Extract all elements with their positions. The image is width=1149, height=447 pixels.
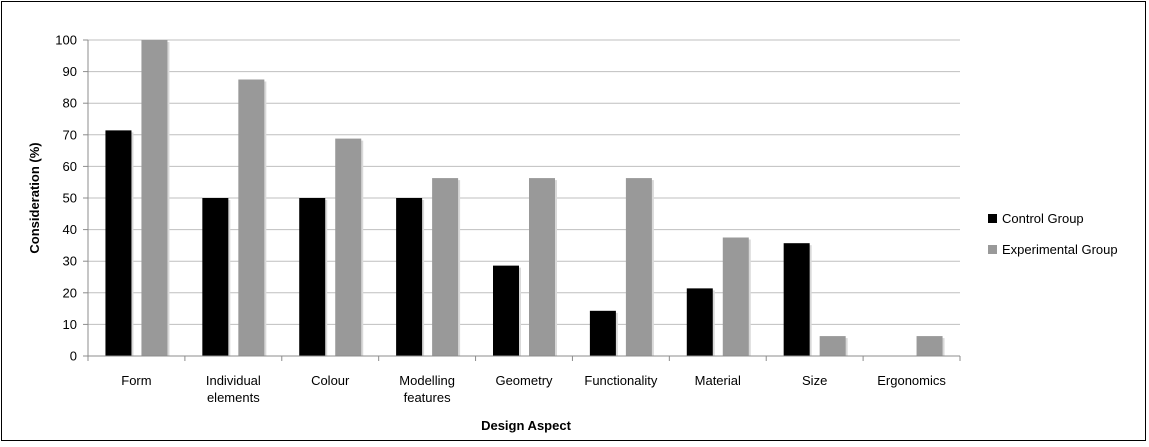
control-group-bar xyxy=(686,288,713,356)
control-group-bar xyxy=(589,310,616,356)
control-group-bar xyxy=(299,198,326,356)
x-tick-label-line: Functionality xyxy=(584,373,657,388)
legend-label: Experimental Group xyxy=(1002,242,1118,257)
x-tick-label-line: Material xyxy=(695,373,741,388)
x-axis-ticks: Form Individual elements Colour Modelling fea… xyxy=(87,356,961,405)
control-group-bar xyxy=(105,130,132,356)
experimental-group-bar xyxy=(335,138,362,356)
control-group-bar xyxy=(396,198,423,356)
legend: Control Group Experimental Group xyxy=(988,211,1118,257)
experimental-group-bar xyxy=(238,79,265,356)
experimental-group-bar xyxy=(722,237,749,356)
y-tick-label: 10 xyxy=(63,317,77,332)
control-group-bar xyxy=(493,265,519,356)
y-tick-label: 0 xyxy=(70,349,77,364)
legend-swatch xyxy=(988,214,997,223)
y-tick-label: 20 xyxy=(63,285,77,300)
experimental-group-bar xyxy=(141,40,168,356)
y-tick-label: 100 xyxy=(55,33,77,48)
y-tick-label: 90 xyxy=(63,64,77,79)
y-tick-label: 80 xyxy=(63,96,77,111)
y-axis-ticks: 0 10 20 30 40 50 60 70 80 90 100 xyxy=(55,33,88,364)
legend-swatch xyxy=(988,245,997,254)
experimental-group-bar xyxy=(625,178,652,356)
x-tick-label: Ergonomics xyxy=(877,373,946,388)
gridlines xyxy=(88,39,960,325)
y-tick-label: 40 xyxy=(63,222,77,237)
legend-label: Control Group xyxy=(1002,211,1084,226)
x-tick-label-line: Size xyxy=(802,373,827,388)
y-tick-label: 50 xyxy=(63,191,77,206)
bars xyxy=(105,40,945,356)
experimental-group-bar xyxy=(819,336,846,356)
axes xyxy=(87,40,960,357)
experimental-group-bar xyxy=(916,336,943,356)
x-tick-label: Geometry xyxy=(495,373,553,388)
y-tick-label: 60 xyxy=(63,159,77,174)
x-tick-label: Modelling features xyxy=(399,373,455,405)
x-tick-label-line: Individual xyxy=(206,373,261,388)
x-tick-label-line: Colour xyxy=(311,373,350,388)
x-tick-label: Colour xyxy=(311,373,350,388)
x-tick-label-line: Geometry xyxy=(495,373,553,388)
x-tick-label: Functionality xyxy=(584,373,657,388)
experimental-group-bar xyxy=(432,178,459,356)
control-group-bar xyxy=(202,198,229,356)
x-tick-label-line: Form xyxy=(121,373,151,388)
control-group-bar xyxy=(783,243,810,356)
x-tick-label: Material xyxy=(695,373,741,388)
experimental-group-bar xyxy=(529,178,555,356)
y-axis-title: Consideration (%) xyxy=(27,142,42,253)
x-tick-label: Individual elements xyxy=(206,373,261,405)
y-tick-label: 70 xyxy=(63,127,77,142)
x-tick-label-line: elements xyxy=(207,390,260,405)
x-tick-label-line: features xyxy=(404,390,451,405)
y-tick-label: 30 xyxy=(63,254,77,269)
x-tick-label-line: Ergonomics xyxy=(877,373,946,388)
x-tick-label: Size xyxy=(802,373,827,388)
x-tick-label: Form xyxy=(121,373,151,388)
x-tick-label-line: Modelling xyxy=(399,373,455,388)
x-axis-title: Design Aspect xyxy=(481,418,571,433)
